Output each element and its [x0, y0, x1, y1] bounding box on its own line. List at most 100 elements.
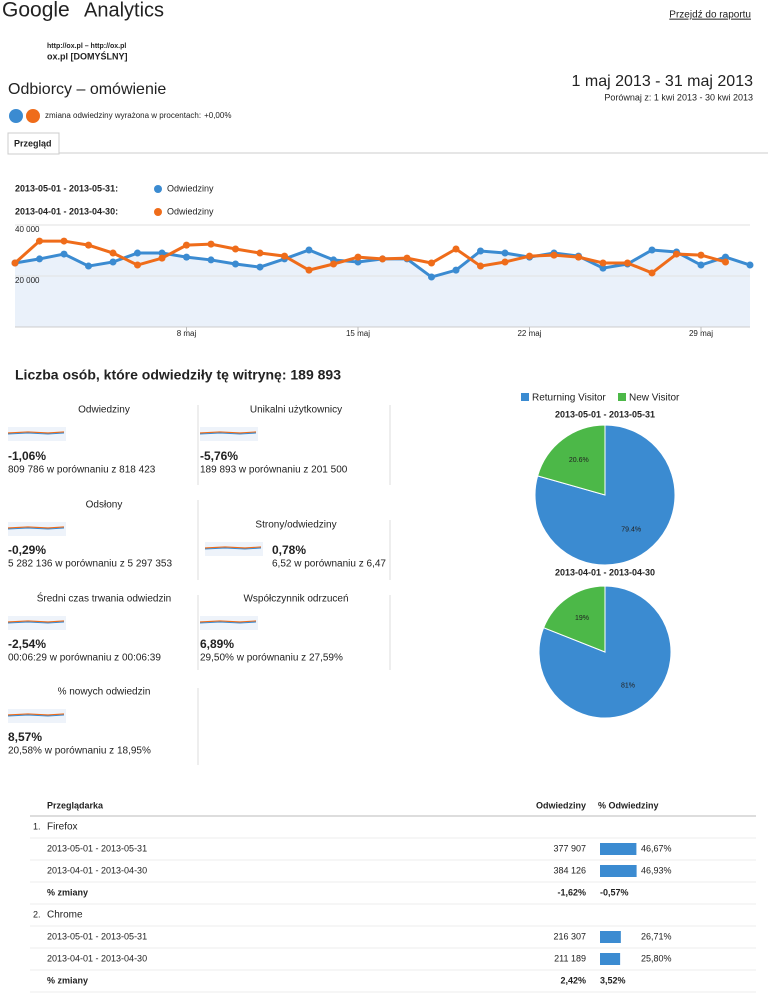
data-point: [379, 255, 386, 263]
metric-change: -5,76%: [200, 449, 238, 463]
data-point: [477, 262, 484, 270]
sparkline-frame: [8, 709, 66, 723]
pie-title: 2013-05-01 - 2013-05-31: [555, 409, 655, 419]
x-tick-label: 22 maj: [517, 329, 541, 338]
tab[interactable]: [7, 132, 60, 155]
metric-change: 6,89%: [200, 637, 234, 651]
row-rank: 2.: [33, 909, 41, 919]
data-point: [599, 264, 607, 272]
data-point: [256, 263, 264, 271]
data-point: [134, 261, 141, 269]
period-label: 2013-04-01 - 2013-04-30: [47, 953, 147, 963]
data-point: [501, 258, 509, 266]
browser-link[interactable]: Chrome: [47, 910, 83, 921]
visits: 211 189: [554, 953, 586, 963]
data-point: [599, 259, 607, 267]
data-point: [550, 251, 558, 259]
y-tick-label: 20 000: [15, 276, 40, 285]
segment-icon: [26, 109, 40, 123]
sparkline-frame: [205, 542, 263, 556]
data-point: [11, 259, 19, 267]
period-label: 2013-04-01 - 2013-04-30: [47, 865, 147, 875]
pie-title: 2013-04-01 - 2013-04-30: [555, 567, 655, 577]
metric-comparison: 20,58% w porównaniu z 18,95%: [8, 746, 151, 757]
data-point: [697, 261, 705, 269]
data-point: [477, 247, 484, 255]
data-point: [501, 249, 509, 257]
row-rank: 1.: [33, 821, 41, 831]
metric-change: 0,78%: [272, 543, 306, 557]
tab-label[interactable]: Przegląd: [14, 138, 52, 148]
data-point: [134, 249, 141, 257]
table-header: Przeglądarka: [47, 800, 104, 810]
percent-label: 25,80%: [641, 953, 672, 963]
sparkline: [7, 713, 65, 716]
pie-label: 81%: [621, 683, 635, 690]
date-range: 1 maj 2013 - 31 maj 2013: [572, 73, 754, 90]
percent-label: 46,67%: [641, 843, 672, 853]
sparkline: [7, 714, 65, 717]
data-point: [722, 258, 729, 266]
sparkline: [7, 621, 65, 624]
profile: ox.pl [DOMYŚLNY]: [47, 50, 128, 61]
data-point: [36, 237, 43, 245]
sparkline: [199, 620, 257, 623]
data-point: [746, 261, 754, 269]
report-title: Odbiorcy – omówienie: [8, 81, 166, 98]
compare-range: Porównaj z: 1 kwi 2013 - 30 kwi 2013: [604, 92, 753, 102]
visits: 377 907: [553, 843, 586, 853]
data-point: [452, 245, 460, 253]
segment-icon: [9, 109, 23, 123]
data-point: [207, 240, 215, 248]
metric-comparison: 6,52 w porównaniu z 6,47: [272, 559, 386, 570]
metric-name: Odsłony: [86, 500, 123, 511]
data-point: [60, 250, 68, 258]
table-header: % Odwiedziny: [598, 800, 659, 810]
sparkline-frame: [8, 522, 66, 536]
data-point: [330, 260, 337, 268]
data-point: [183, 253, 190, 261]
report-link[interactable]: Przejdź do raportu: [669, 10, 751, 21]
sparkline-frame: [8, 427, 66, 441]
change-percent: 3,52%: [600, 975, 626, 985]
data-point: [526, 252, 533, 260]
data-point: [85, 262, 92, 270]
data-point: [232, 260, 239, 268]
logo-brand: Google: [2, 0, 70, 22]
data-point: [36, 255, 43, 263]
data-point: [256, 249, 264, 257]
legend-label: Returning Visitor: [532, 393, 606, 404]
change-percent: -0,57%: [600, 887, 629, 897]
sparkline: [7, 526, 65, 529]
browser-link[interactable]: Firefox: [47, 822, 78, 833]
metric-name: Strony/odwiedziny: [255, 520, 336, 531]
change-visits: 2,42%: [560, 975, 586, 985]
sparkline: [204, 546, 262, 549]
metric-change: -1,06%: [8, 449, 46, 463]
data-point: [305, 266, 313, 274]
area: [15, 249, 750, 327]
data-point: [354, 258, 362, 266]
percent-bar: [600, 865, 637, 877]
change-label: % zmiany: [47, 975, 88, 985]
legend-swatch: [154, 208, 162, 216]
data-point: [158, 249, 166, 257]
percent-bar: [600, 931, 621, 943]
x-tick-label: 15 maj: [346, 329, 370, 338]
legend-label: Odwiedziny: [167, 183, 214, 193]
metric-change: 8,57%: [8, 730, 42, 744]
sparkline: [199, 431, 257, 434]
legend-period: 2013-05-01 - 2013-05-31:: [15, 183, 118, 193]
metric-comparison: 00:06:29 w porównaniu z 00:06:39: [8, 653, 161, 664]
data-point: [109, 249, 117, 257]
sparkline: [204, 547, 262, 550]
percent-bar: [600, 953, 621, 965]
sparkline: [7, 620, 65, 623]
data-point: [183, 241, 190, 249]
sparkline: [7, 432, 65, 435]
pie-label: 19%: [575, 615, 589, 622]
data-point: [648, 269, 656, 277]
sparkline: [199, 621, 257, 624]
metric-comparison: 5 282 136 w porównaniu z 5 297 353: [8, 559, 172, 570]
